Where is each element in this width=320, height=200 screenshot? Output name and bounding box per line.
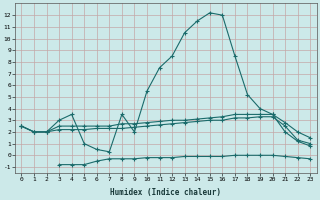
X-axis label: Humidex (Indice chaleur): Humidex (Indice chaleur) bbox=[110, 188, 221, 197]
